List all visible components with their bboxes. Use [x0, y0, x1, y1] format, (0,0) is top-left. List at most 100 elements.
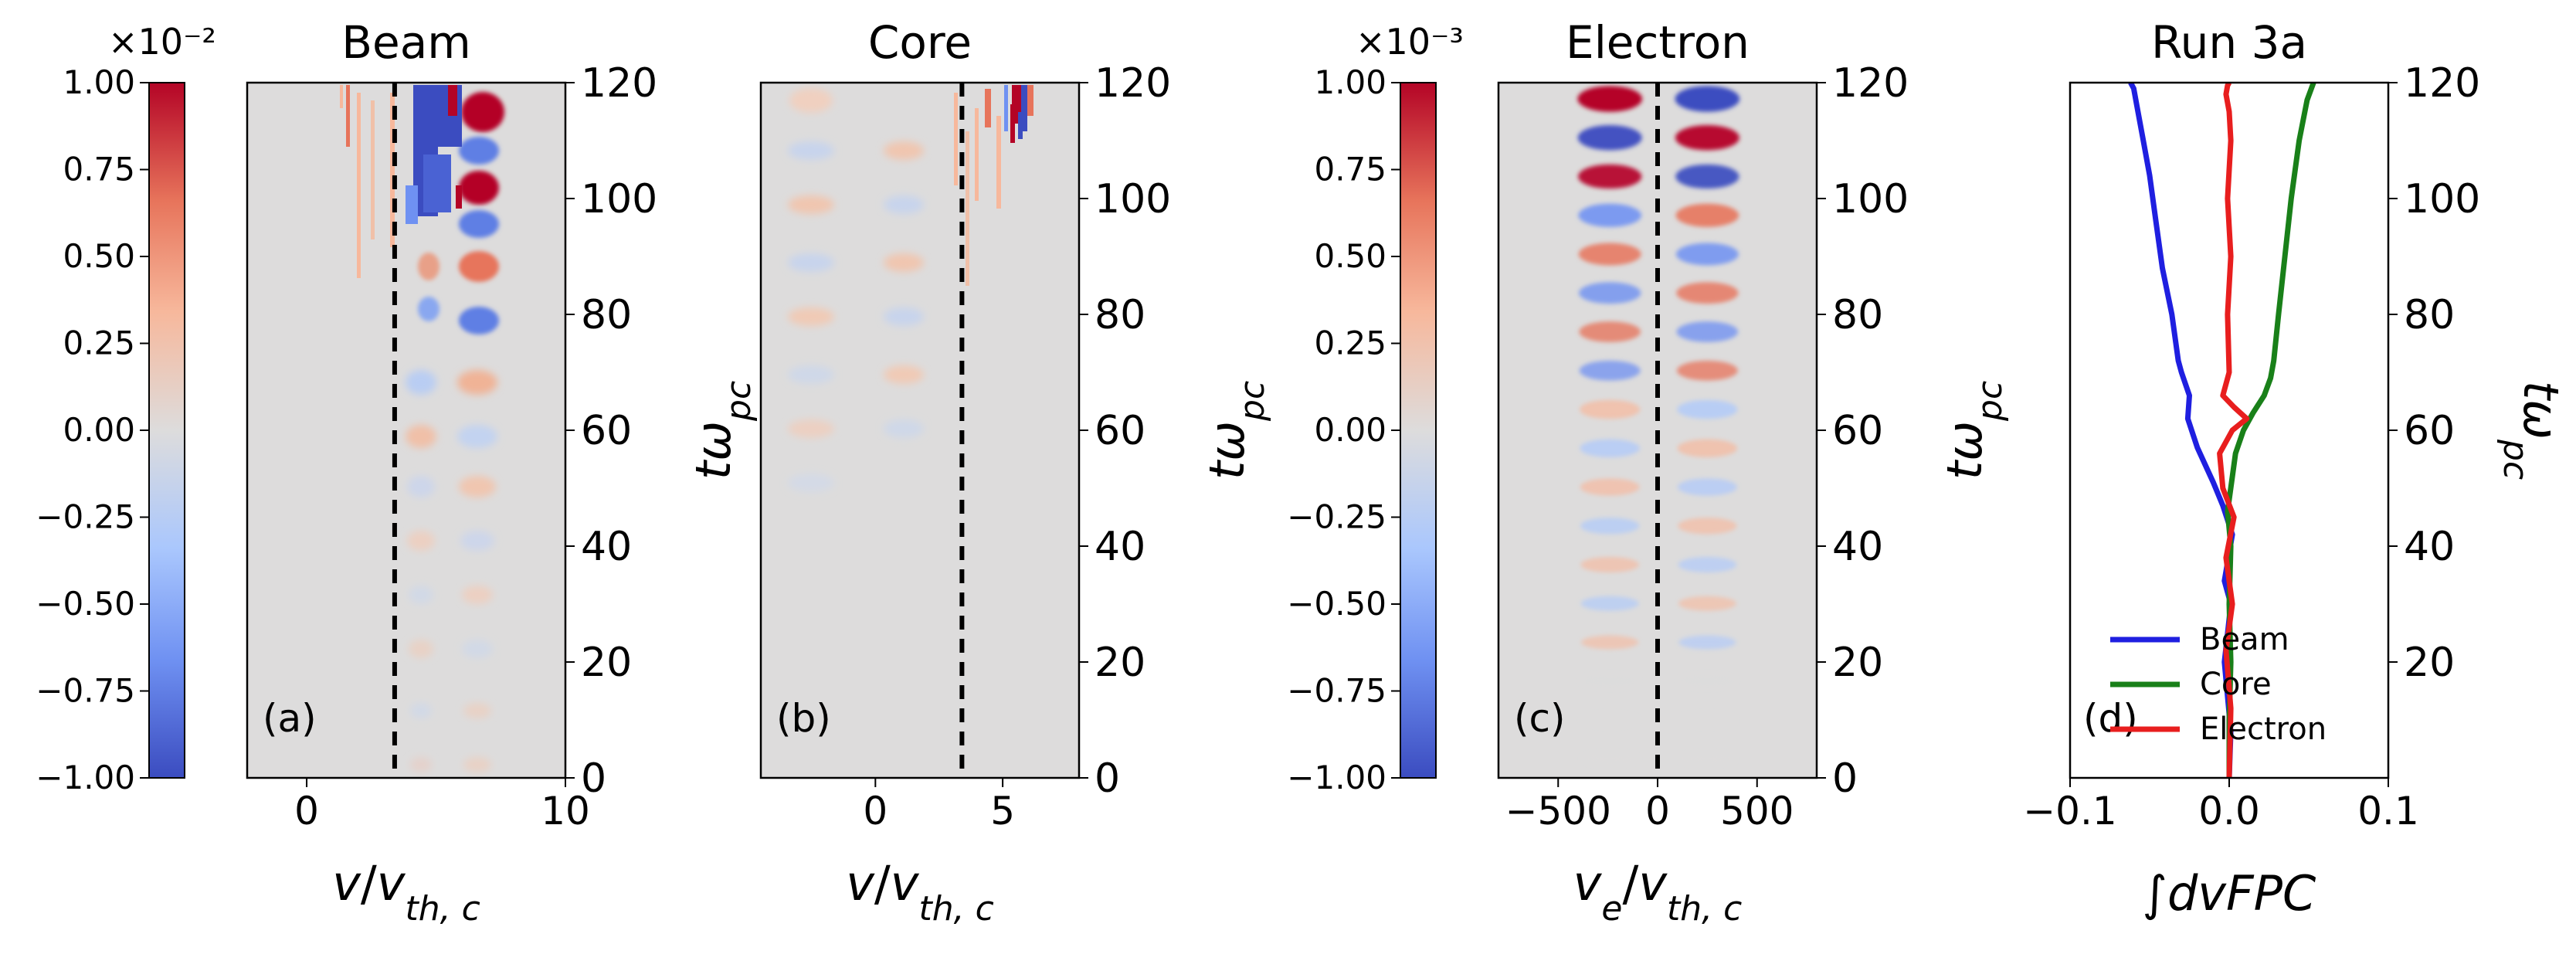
electron-heatmap-blob: [1577, 125, 1642, 151]
y-tick-label: 0: [581, 755, 606, 802]
y-tick-label: 120: [1832, 60, 1909, 107]
electron-heatmap-blob: [1580, 518, 1640, 535]
panel-d-xlabel: ∫dvFPC: [2143, 865, 2316, 922]
panel-c-xlabel: ve/vth, c: [1573, 855, 1743, 929]
colorbar-tick-label: −0.50: [36, 585, 135, 623]
panel-c-ylabel: tωpc: [1936, 381, 2010, 480]
electron-heatmap-blob: [1678, 556, 1737, 573]
panel-b-marks: 0 5 0 20 40 60 80 100 120: [863, 60, 1171, 833]
electron-heatmap-blob: [1578, 243, 1641, 266]
y-tick-label: 80: [1832, 292, 1883, 338]
legend-label: Electron: [2200, 711, 2327, 747]
electron-heatmap-blob: [1579, 360, 1641, 381]
electron-heatmap-blob: [1581, 714, 1638, 726]
x-tick-label: −500: [1505, 789, 1611, 833]
y-tick-label: 80: [2404, 292, 2455, 338]
colorbar-2-exponent: ×10⁻³: [1356, 21, 1464, 63]
panel-b-label: (b): [776, 696, 831, 741]
electron-heatmap-blob: [1677, 399, 1738, 419]
y-tick-label: 120: [1095, 60, 1171, 107]
colorbar-tick-label: 0.75: [1314, 151, 1386, 188]
beam-heatmap-blobs: [340, 85, 504, 772]
legend: Beam Core Electron: [2110, 622, 2327, 747]
colorbar-tick-label: 0.00: [1314, 411, 1386, 449]
panel-a-title: Beam: [341, 16, 471, 69]
electron-heatmap-blob: [1578, 203, 1642, 227]
y-tick-label: 20: [1095, 640, 1145, 686]
electron-heatmap-blob: [1677, 478, 1737, 496]
x-tick-label: 10: [541, 789, 590, 833]
y-tick-label: 40: [1095, 524, 1145, 570]
legend-label: Core: [2200, 667, 2272, 702]
y-tick-label: 20: [581, 640, 632, 686]
panel-a-xlabel: v/vth, c: [332, 855, 480, 929]
y-tick-label: 120: [581, 60, 657, 107]
colorbar-2: ×10⁻³ 1.00 0.75 0.50 0.25 0.00 −0.25 −0.50 −0.7…: [1287, 21, 1464, 796]
x-tick-label: 0: [1645, 789, 1670, 833]
panel-c-electron: −500 0 500 0 20 40 60 80 100 120 Electron (c) ve/…: [1497, 16, 2010, 929]
y-tick-label: 60: [1832, 408, 1883, 454]
colorbar-tick-label: −0.25: [1287, 498, 1386, 536]
panel-c-label: (c): [1514, 696, 1566, 741]
colorbar-tick-label: −0.25: [36, 498, 135, 536]
y-tick-label: 20: [2404, 640, 2455, 686]
panel-a-label: (a): [263, 696, 317, 741]
colorbar-1-exponent: ×10⁻²: [108, 21, 216, 63]
y-tick-label: 40: [1832, 524, 1883, 570]
y-tick-label: 100: [1095, 176, 1171, 222]
electron-heatmap-blob: [1579, 321, 1641, 342]
electron-heatmap-blob: [1678, 714, 1736, 726]
electron-heatmap-blobs: [1577, 86, 1740, 765]
electron-heatmap-blob: [1580, 478, 1640, 496]
colorbar-tick-label: 1.00: [1314, 63, 1386, 101]
colorbar-1: ×10⁻² 1.00 0.75 0.50 0.25 0.00 −0.25 −0.50 −0.7…: [36, 21, 216, 796]
core-heatmap-blobs: [788, 85, 1033, 492]
electron-heatmap-blob: [1679, 752, 1736, 765]
y-tick-label: 80: [1095, 292, 1145, 338]
y-tick-label: 120: [2404, 60, 2480, 107]
electron-heatmap-blob: [1675, 164, 1739, 189]
y-tick-label: 60: [2404, 408, 2455, 454]
x-tick-label: 0.1: [2357, 789, 2419, 833]
panel-d-marks: −0.1 0.0 0.1 20 40 60 80 100 120: [2023, 60, 2480, 833]
electron-heatmap-blob: [1676, 321, 1739, 342]
x-tick-label: 0: [863, 789, 888, 833]
x-tick-label: 500: [1720, 789, 1794, 833]
electron-heatmap-blob: [1678, 635, 1736, 650]
electron-heatmap-blob: [1580, 596, 1639, 611]
colorbar-tick-label: −0.50: [1287, 585, 1386, 623]
panel-a-ylabel: tωpc: [685, 381, 759, 480]
colorbar-tick-label: −1.00: [36, 759, 135, 796]
electron-heatmap-blob: [1581, 635, 1639, 650]
electron-heatmap-blob: [1579, 282, 1641, 304]
y-tick-label: 80: [581, 292, 632, 338]
electron-heatmap-blob: [1678, 596, 1736, 611]
y-tick-label: 100: [581, 176, 657, 222]
electron-heatmap-blob: [1676, 360, 1738, 381]
panel-b-ylabel: tωpc: [1199, 381, 1272, 480]
colorbar-tick-label: 0.75: [63, 151, 135, 188]
panel-d-lines: −0.1 0.0 0.1 20 40 60 80 100 120 Run 3a (d) ∫dvF…: [2023, 16, 2569, 922]
y-tick-label: 40: [2404, 524, 2455, 570]
colorbar-tick-label: −0.75: [36, 672, 135, 710]
colorbar-2-ticks: 1.00 0.75 0.50 0.25 0.00 −0.25 −0.50 −0.75 −1.00: [1287, 63, 1400, 796]
series-line-electron: [2217, 83, 2250, 778]
colorbar-tick-label: −0.75: [1287, 672, 1386, 710]
panel-b-core: 0 5 0 20 40 60 80 100 120 Core (b) v/vth, c tωpc: [759, 16, 1272, 929]
panel-c-marks: −500 0 500 0 20 40 60 80 100 120: [1505, 60, 1909, 833]
legend-label: Beam: [2200, 622, 2289, 657]
electron-heatmap-blob: [1577, 86, 1643, 112]
y-tick-label: 60: [581, 408, 632, 454]
panel-d-ylabel: tωpc: [2496, 381, 2570, 480]
y-tick-label: 100: [2404, 176, 2480, 222]
electron-heatmap-blob: [1675, 86, 1740, 112]
y-tick-label: 20: [1832, 640, 1883, 686]
colorbar-tick-label: −1.00: [1287, 759, 1386, 796]
electron-heatmap-blob: [1582, 752, 1638, 765]
panel-d-title: Run 3a: [2151, 16, 2307, 69]
panel-c-title: Electron: [1566, 16, 1750, 69]
electron-heatmap-blob: [1678, 674, 1736, 688]
